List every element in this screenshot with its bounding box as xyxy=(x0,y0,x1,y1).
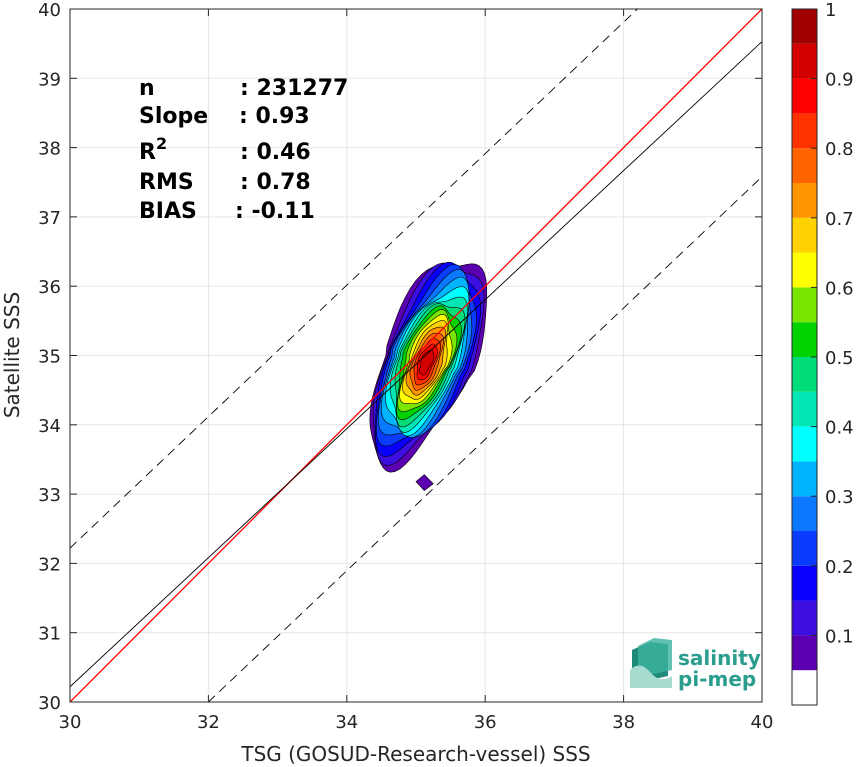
stat-key-sup-2: 2 xyxy=(156,134,167,153)
colorbar-segment-19 xyxy=(792,9,817,44)
colorbar-tick-label-3: 0.4 xyxy=(825,418,854,439)
colorbar-tick-label-8: 0.9 xyxy=(825,70,854,91)
wave-logo-icon xyxy=(630,638,672,688)
x-tick-label-34: 34 xyxy=(335,712,358,733)
y-tick-label-32: 32 xyxy=(38,554,61,575)
stat-key-1: Slope xyxy=(139,104,208,129)
y-tick-label-38: 38 xyxy=(38,139,61,160)
colorbar-tick-label-6: 0.7 xyxy=(825,209,854,230)
y-tick-label-34: 34 xyxy=(38,416,61,437)
colorbar-tick-label-2: 0.3 xyxy=(825,487,854,508)
stat-key-3: RMS xyxy=(139,170,194,195)
colorbar-segment-3 xyxy=(792,565,817,601)
logo-text-line2: pi-mep xyxy=(678,667,756,691)
colorbar-segment-14 xyxy=(792,183,817,218)
colorbar-tick-label-7: 0.8 xyxy=(825,139,854,160)
y-tick-label-31: 31 xyxy=(38,624,61,645)
y-tick-label-40: 40 xyxy=(38,0,61,21)
logo-text-line1: salinity xyxy=(678,646,761,670)
colorbar-tick-label-5: 0.6 xyxy=(825,278,854,299)
colorbar-segment-1 xyxy=(792,635,817,671)
colorbar-ticks: 0.1 0.2 0.3 0.4 0.5 0.6 0.7 0.8 0.9 1 xyxy=(811,0,854,647)
colorbar-segment-15 xyxy=(792,148,817,183)
stat-value-0: : 231277 xyxy=(240,76,348,101)
colorbar-segment-18 xyxy=(792,43,817,79)
x-tick-label-40: 40 xyxy=(751,712,774,733)
colorbar-segment-17 xyxy=(792,78,817,114)
colorbar-segment-11 xyxy=(792,287,817,323)
x-ticks: 30 32 34 36 38 40 xyxy=(59,9,774,733)
y-tick-label-30: 30 xyxy=(38,693,61,714)
colorbar-segment-0 xyxy=(792,670,817,705)
x-tick-label-30: 30 xyxy=(59,712,82,733)
colorbar-tick-label-4: 0.5 xyxy=(825,348,854,369)
colorbar-segment-8 xyxy=(792,391,817,427)
density-contours xyxy=(369,261,488,492)
y-tick-label-37: 37 xyxy=(38,208,61,229)
colorbar-segment-10 xyxy=(792,322,817,357)
colorbar-tick-label-1: 0.2 xyxy=(825,557,854,578)
y-axis-label: Satellite SSS xyxy=(0,292,24,418)
stat-value-3: : 0.78 xyxy=(240,170,311,195)
colorbar-segment-12 xyxy=(792,252,817,288)
stat-key-4: BIAS xyxy=(139,199,197,224)
colorbar-segment-2 xyxy=(792,600,817,636)
x-tick-label-32: 32 xyxy=(197,712,220,733)
x-tick-label-36: 36 xyxy=(474,712,497,733)
reference-lines xyxy=(70,9,762,702)
colorbar-tick-label-0: 0.1 xyxy=(825,626,854,647)
colorbar-segment-16 xyxy=(792,113,817,149)
y-tick-label-39: 39 xyxy=(38,69,61,90)
stat-value-1: : 0.93 xyxy=(239,104,310,129)
lower-bound-line xyxy=(208,176,762,702)
density-contour-patch xyxy=(415,474,434,492)
y-tick-label-35: 35 xyxy=(38,347,61,368)
y-tick-label-33: 33 xyxy=(38,485,61,506)
y-ticks: 30 31 32 33 34 35 36 37 38 39 40 xyxy=(38,0,762,714)
colorbar-segment-5 xyxy=(792,496,817,531)
stat-key-0: n xyxy=(139,76,155,101)
x-axis-label: TSG (GOSUD-Research-vessel) SSS xyxy=(240,742,590,766)
stat-value-4: : -0.11 xyxy=(235,199,315,224)
stat-value-2: : 0.46 xyxy=(240,140,311,165)
density-contour-18 xyxy=(419,349,435,376)
colorbar-segment-6 xyxy=(792,461,817,497)
y-tick-label-36: 36 xyxy=(38,277,61,298)
regression-line xyxy=(70,41,762,688)
salinity-pimep-logo: salinity pi-mep xyxy=(630,638,761,691)
identity-line xyxy=(70,9,762,702)
colorbar-segment-7 xyxy=(792,426,817,462)
colorbar-segment-9 xyxy=(792,357,817,392)
colorbar-segment-13 xyxy=(792,217,817,253)
x-tick-label-38: 38 xyxy=(612,712,635,733)
upper-bound-line xyxy=(70,9,638,549)
colorbar-segment-4 xyxy=(792,531,817,566)
colorbar-tick-label-9: 1 xyxy=(825,0,836,21)
